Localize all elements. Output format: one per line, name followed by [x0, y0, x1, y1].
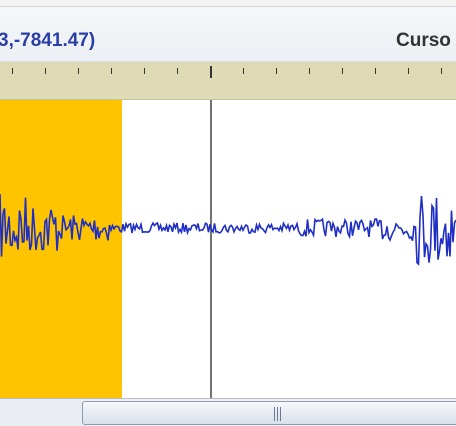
cursor-label: Curso: [396, 30, 451, 51]
ruler-minor-tick: [309, 68, 310, 74]
scrollbar-track[interactable]: [0, 399, 82, 426]
ruler-minor-tick: [78, 68, 79, 74]
horizontal-scrollbar[interactable]: [0, 398, 456, 426]
ruler-minor-tick: [111, 68, 112, 74]
ruler-minor-tick: [375, 68, 376, 74]
ruler-minor-tick: [342, 68, 343, 74]
ruler-minor-tick: [408, 68, 409, 74]
ruler-minor-tick: [45, 68, 46, 74]
ruler-minor-tick: [441, 68, 442, 74]
ruler-minor-tick: [276, 68, 277, 74]
grip-lines-icon: [273, 407, 283, 421]
info-bar: 3,-7841.47) Curso: [0, 7, 456, 62]
window-top-edge: [0, 0, 456, 7]
ruler-minor-tick: [12, 68, 13, 74]
waveform-trace: [0, 193, 456, 266]
ruler-minor-tick: [177, 68, 178, 74]
selection-coordinates-readout: 3,-7841.47): [0, 30, 96, 51]
ruler-minor-tick: [144, 68, 145, 74]
time-ruler[interactable]: [0, 62, 456, 100]
waveform-plot[interactable]: [0, 100, 456, 398]
ruler-minor-tick: [243, 68, 244, 74]
ruler-major-tick: [210, 66, 212, 78]
selection-highlight[interactable]: [0, 100, 122, 398]
waveform-canvas[interactable]: [0, 100, 456, 398]
scrollbar-thumb[interactable]: [82, 401, 456, 425]
